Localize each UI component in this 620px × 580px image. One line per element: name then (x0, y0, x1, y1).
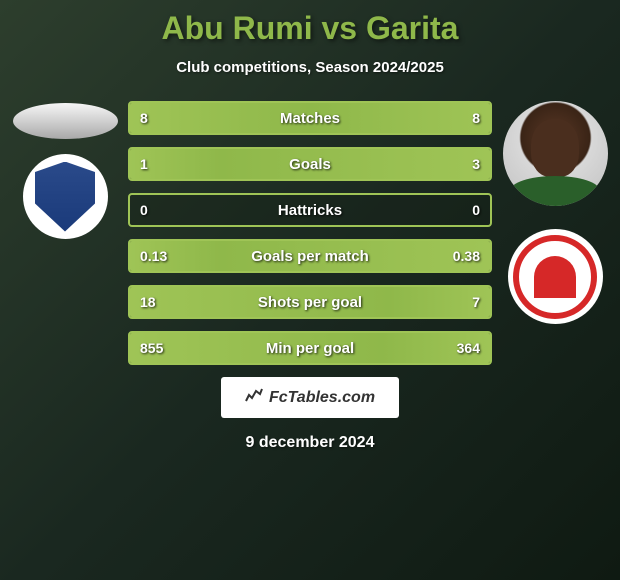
stats-column: 88Matches 13Goals 00Hattricks 0.130.38Goals… (128, 101, 492, 365)
player1-avatar (13, 103, 118, 139)
stat-label: Goals per match (130, 248, 490, 265)
brand-text: FcTables.com (269, 389, 375, 407)
stat-row: 0.130.38Goals per match (128, 239, 492, 273)
stat-label: Goals (130, 156, 490, 173)
left-column (10, 101, 120, 365)
stat-row: 88Matches (128, 101, 492, 135)
page-title: Abu Rumi vs Garita (162, 10, 459, 47)
stat-row: 13Goals (128, 147, 492, 181)
stat-label: Min per goal (130, 340, 490, 357)
stat-row: 187Shots per goal (128, 285, 492, 319)
team2-badge (508, 229, 603, 324)
brand-badge[interactable]: FcTables.com (221, 377, 399, 418)
stat-label: Matches (130, 110, 490, 127)
main-container: Abu Rumi vs Garita Club competitions, Se… (0, 0, 620, 462)
stat-row: 855364Min per goal (128, 331, 492, 365)
stat-row: 00Hattricks (128, 193, 492, 227)
player2-avatar (503, 101, 608, 206)
stat-label: Hattricks (130, 202, 490, 219)
chart-icon (245, 387, 263, 408)
stat-label: Shots per goal (130, 294, 490, 311)
team1-badge (23, 154, 108, 239)
right-column (500, 101, 610, 365)
comparison-panel: 88Matches 13Goals 00Hattricks 0.130.38Goals… (0, 101, 620, 365)
date-label: 9 december 2024 (246, 434, 375, 452)
page-subtitle: Club competitions, Season 2024/2025 (176, 59, 444, 76)
